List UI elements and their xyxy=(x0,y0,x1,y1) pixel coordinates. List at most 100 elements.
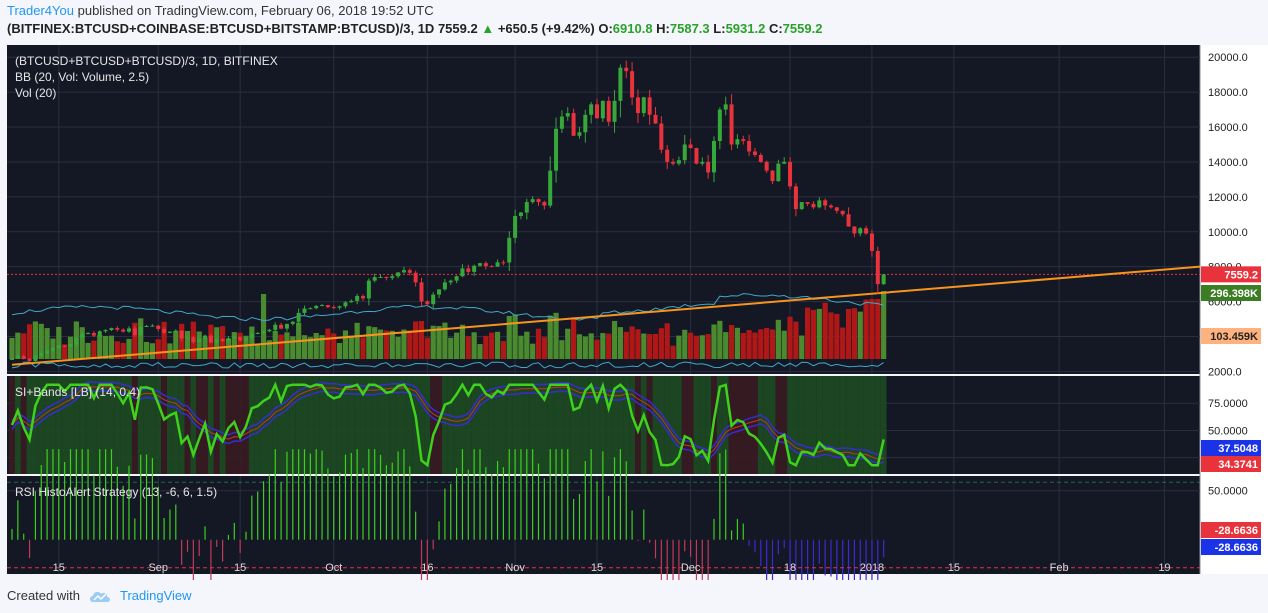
rsi-zone xyxy=(90,376,97,474)
histo-bar xyxy=(251,495,253,540)
volume-bar xyxy=(670,345,676,359)
histo-bar xyxy=(339,472,341,540)
histo-pane-title[interactable]: RSI HistoAlert Strategy (13, -6, 6, 1.5) xyxy=(15,485,217,499)
histo-bar xyxy=(456,468,458,540)
publisher-username[interactable]: Trader4You xyxy=(7,3,74,18)
bb-indicator-label[interactable]: BB (20, Vol: Volume, 2.5) xyxy=(15,70,149,84)
bb-upper xyxy=(11,293,884,322)
bollinger-bands xyxy=(11,293,884,369)
volume-bar xyxy=(647,334,653,359)
histo-bar xyxy=(584,461,586,540)
rsi-zone xyxy=(857,376,864,474)
rsi-zone xyxy=(131,376,138,474)
rsi-zone xyxy=(137,376,144,474)
candle xyxy=(150,325,155,327)
publisher-line: Trader4You published on TradingView.com,… xyxy=(7,3,434,18)
rsi-zone xyxy=(319,376,325,474)
volume-bar xyxy=(67,336,74,359)
y-tick-label: 16000.0 xyxy=(1208,122,1248,134)
rsi-zone xyxy=(617,376,624,474)
histo-bar xyxy=(567,449,569,540)
volume-bar xyxy=(617,327,623,359)
volume-bar xyxy=(372,327,378,359)
rsi-zone xyxy=(792,376,799,474)
close-value: 7559.2 xyxy=(782,21,823,36)
histo-bar xyxy=(40,465,42,540)
x-tick-label: 16 xyxy=(421,562,433,574)
candle xyxy=(641,97,646,114)
chart-canvas[interactable]: 20000.0 18000.0 16000.0 14000.0 12000.0 10000… xyxy=(0,40,1268,580)
histo-pane[interactable] xyxy=(7,476,1200,574)
candle xyxy=(700,161,705,164)
candle xyxy=(858,228,863,234)
volume-bar xyxy=(658,328,664,359)
rsi-zone xyxy=(746,376,753,474)
volume-bar xyxy=(149,343,155,359)
histo-bar xyxy=(210,539,212,580)
volume-bar xyxy=(430,325,436,359)
candle xyxy=(173,330,178,332)
rsi-zone xyxy=(61,376,68,474)
histo-bar xyxy=(309,453,311,540)
volume-bar xyxy=(307,337,313,359)
rsi-zone xyxy=(418,376,425,474)
histo-bar xyxy=(690,539,692,557)
rsi-zone xyxy=(810,376,817,474)
volume-bar xyxy=(483,335,489,359)
price-axis[interactable] xyxy=(1200,45,1268,574)
histo-bar xyxy=(801,539,803,580)
rsi-zone xyxy=(237,376,244,474)
y-tick-label: 10000.0 xyxy=(1208,227,1248,239)
histo-bar xyxy=(286,451,288,540)
vol-indicator-label[interactable]: Vol (20) xyxy=(15,86,56,100)
histo-bar xyxy=(81,449,83,540)
histo-bar xyxy=(444,488,446,540)
volume-bar xyxy=(290,336,296,359)
volume-bar xyxy=(652,334,659,359)
histo-bar xyxy=(467,469,469,540)
candle xyxy=(62,345,67,347)
candle xyxy=(793,186,798,210)
histo-bar xyxy=(795,539,797,580)
histo-bar xyxy=(573,498,575,540)
volume-bar xyxy=(506,315,512,359)
histo-bar xyxy=(151,458,153,540)
volume-bar xyxy=(840,327,846,359)
histo-bar xyxy=(824,539,826,576)
candle xyxy=(121,329,126,332)
candle xyxy=(548,170,553,206)
volume-bar xyxy=(21,333,27,359)
histo-bar xyxy=(17,500,19,540)
rsi-zone xyxy=(395,376,402,474)
main-pane[interactable] xyxy=(7,45,1200,374)
candle xyxy=(302,308,307,313)
rsi-y-tick-label: 75.0000 xyxy=(1208,398,1248,410)
volume-bar xyxy=(781,330,787,359)
histo-bar xyxy=(303,449,306,540)
volume-bar xyxy=(220,326,226,359)
rsi-zone xyxy=(190,376,197,474)
rsi-zone xyxy=(594,376,600,474)
histo-bar xyxy=(783,539,785,549)
trendline[interactable] xyxy=(11,265,1201,366)
rsi-zone xyxy=(436,376,442,474)
rsi-y-tick-label: 50.0000 xyxy=(1208,425,1248,437)
rsi-zone xyxy=(26,376,33,474)
histo-bar xyxy=(678,539,680,580)
y-tick-label: 12000.0 xyxy=(1208,192,1248,204)
volume-bar xyxy=(465,336,471,359)
histo-bar xyxy=(438,521,440,540)
candle xyxy=(881,274,886,285)
histo-bar xyxy=(654,539,657,559)
rsi-zone xyxy=(523,376,530,474)
volume-bar xyxy=(266,340,272,359)
volume-bar xyxy=(512,314,518,359)
rsi-pane-title[interactable]: SI+Bands [LB] (14, 0.4) xyxy=(15,385,140,399)
candle xyxy=(864,228,869,234)
rsi-zone xyxy=(225,376,232,474)
histo-bar xyxy=(625,461,627,540)
rsi-zone xyxy=(213,376,220,474)
rsi-zone xyxy=(716,376,723,474)
tradingview-brand[interactable]: TradingView xyxy=(119,588,192,603)
histo-bar xyxy=(496,461,499,540)
